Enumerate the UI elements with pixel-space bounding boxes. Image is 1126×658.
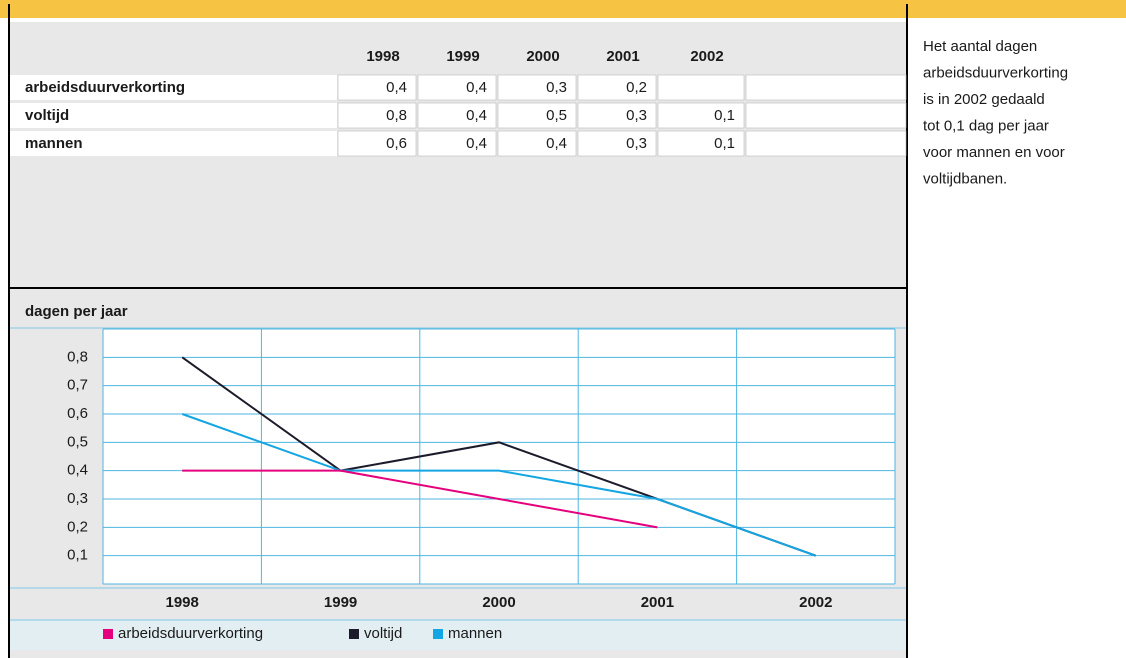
- cell: [417, 130, 497, 157]
- cell-value: 0,4: [386, 79, 407, 96]
- cell-value: 0,8: [386, 107, 407, 124]
- axis-label: dagen per jaar: [25, 303, 128, 320]
- legend-band: [10, 620, 907, 650]
- cell: [745, 74, 907, 101]
- y-tick-label: 0,2: [67, 518, 88, 535]
- y-tick-label: 0,4: [67, 462, 88, 479]
- cell-value: 0,4: [466, 135, 487, 152]
- note-line: voltijdbanen.: [923, 170, 1007, 187]
- series-line: [182, 469, 658, 529]
- cell: [657, 130, 745, 157]
- legend-label: mannen: [448, 625, 502, 642]
- column-header: 2001: [606, 48, 639, 65]
- row-label: arbeidsduurverkorting: [25, 79, 185, 96]
- note-line: arbeidsduurverkorting: [923, 64, 1068, 81]
- cell-value: 0,3: [546, 79, 567, 96]
- legend-swatch: [349, 629, 359, 639]
- cell: [745, 102, 907, 129]
- cell-value: 0,4: [466, 107, 487, 124]
- cell-value: 0,1: [714, 107, 735, 124]
- note-line: voor mannen en voor: [923, 144, 1065, 161]
- cell: [577, 102, 657, 129]
- series-line: [181, 413, 817, 557]
- cell: [497, 130, 577, 157]
- cell-value: 0,5: [546, 107, 567, 124]
- cell: [657, 102, 745, 129]
- cell: [337, 102, 417, 129]
- cell-value: 0,6: [386, 135, 407, 152]
- x-tick-label: 1998: [166, 594, 199, 611]
- row-label: mannen: [25, 135, 83, 152]
- y-tick-label: 0,1: [67, 547, 88, 564]
- y-tick-label: 0,6: [67, 405, 88, 422]
- row-band: [10, 131, 337, 156]
- row-band: [10, 103, 337, 128]
- cell-value: 0,4: [466, 79, 487, 96]
- x-tick-label: 2001: [641, 594, 674, 611]
- column-header: 1999: [446, 48, 479, 65]
- cell: [417, 102, 497, 129]
- cell-value: 0,1: [714, 135, 735, 152]
- y-tick-label: 0,7: [67, 377, 88, 394]
- x-tick-label: 1999: [324, 594, 357, 611]
- cell: [745, 130, 907, 157]
- cell: [657, 74, 745, 101]
- y-tick-label: 0,5: [67, 433, 88, 450]
- y-tick-label: 0,3: [67, 490, 88, 507]
- row-band: [10, 75, 337, 100]
- cell: [497, 74, 577, 101]
- plot-area: [103, 329, 895, 584]
- cell: [417, 74, 497, 101]
- column-header: 2002: [690, 48, 723, 65]
- cell: [337, 74, 417, 101]
- x-tick-label: 2000: [482, 594, 515, 611]
- legend-swatch: [433, 629, 443, 639]
- top-bar: [0, 0, 1126, 18]
- cell-value: 0,3: [626, 135, 647, 152]
- cell: [497, 102, 577, 129]
- x-tick-label: 2002: [799, 594, 832, 611]
- note-line: is in 2002 gedaald: [923, 91, 1045, 108]
- row-label: voltijd: [25, 107, 69, 124]
- cell: [337, 130, 417, 157]
- legend-label: voltijd: [364, 625, 402, 642]
- cell-value: 0,3: [626, 107, 647, 124]
- column-header: 1998: [366, 48, 399, 65]
- cell-value: 0,2: [626, 79, 647, 96]
- cell: [577, 130, 657, 157]
- note-line: Het aantal dagen: [923, 38, 1037, 55]
- cell: [577, 74, 657, 101]
- column-header: 2000: [526, 48, 559, 65]
- note-line: tot 0,1 dag per jaar: [923, 117, 1049, 134]
- cell-value: 0,4: [546, 135, 567, 152]
- legend-label: arbeidsduurverkorting: [118, 625, 263, 642]
- y-tick-label: 0,8: [67, 348, 88, 365]
- legend-swatch: [103, 629, 113, 639]
